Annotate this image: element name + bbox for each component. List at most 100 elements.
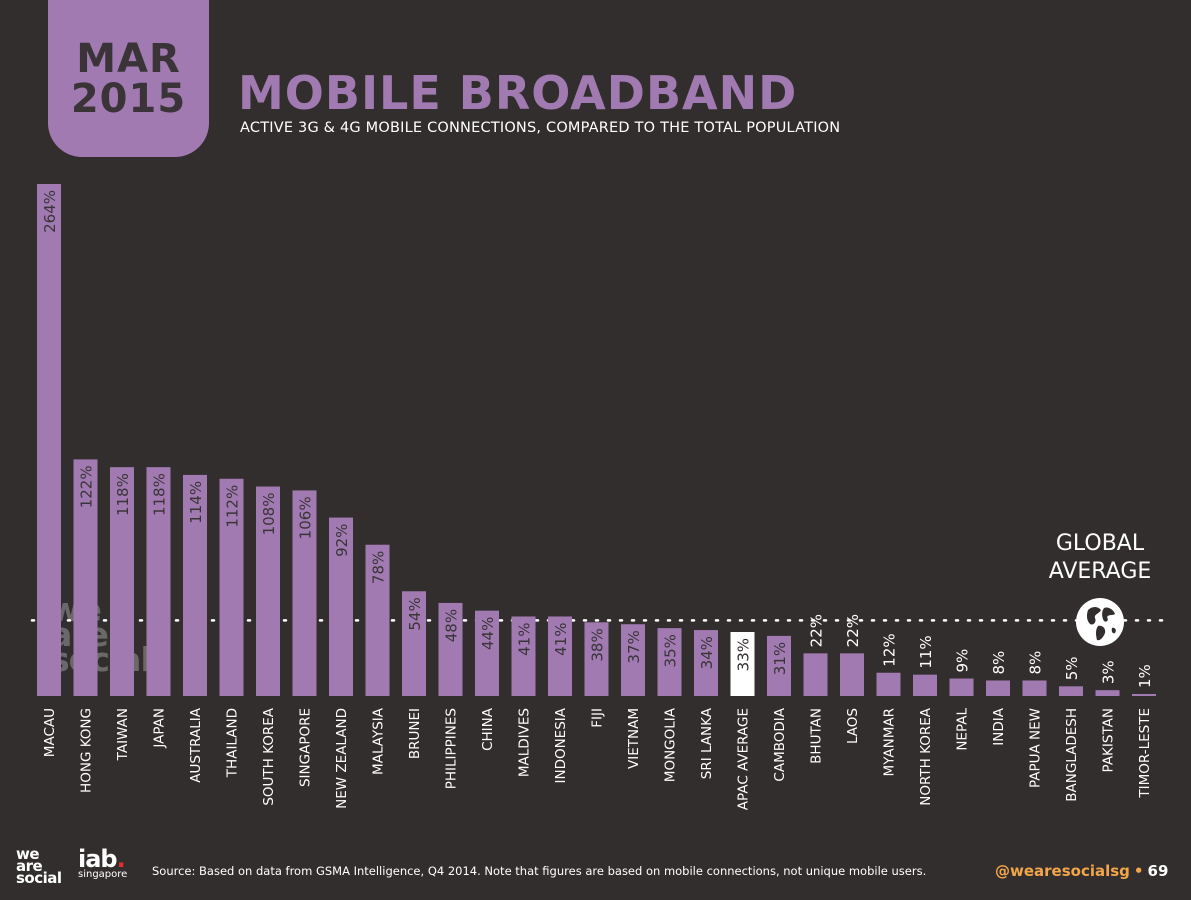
footer-handle: @wearesocialsg • 69 [995, 862, 1168, 880]
value-label: 41% [516, 622, 534, 655]
value-label: 44% [479, 617, 497, 650]
category-label: SRI LANKA [699, 707, 715, 779]
bar [256, 486, 280, 696]
separator: • [1133, 862, 1144, 880]
category-label: APAC AVERAGE [736, 708, 752, 810]
category-label: MALAYSIA [371, 707, 387, 775]
value-label: 118% [151, 473, 169, 516]
date-month: MAR [76, 35, 181, 82]
bar [183, 474, 207, 696]
value-label: 31% [771, 642, 789, 675]
category-label: SOUTH KOREA [261, 707, 277, 805]
value-label: 37% [625, 630, 643, 663]
value-label: 33% [735, 638, 753, 671]
bar [840, 653, 864, 696]
value-label: 5% [1063, 657, 1081, 681]
category-label: LAOS [845, 708, 861, 744]
value-label: 38% [589, 628, 607, 661]
source-note: Source: Based on data from GSMA Intellig… [152, 864, 927, 878]
bar [548, 616, 572, 696]
bar [438, 602, 463, 696]
bar [1022, 680, 1047, 696]
bar [803, 653, 828, 696]
value-label: 48% [443, 609, 461, 642]
bar [694, 630, 718, 696]
iab-singapore-logo: iab. singapore [78, 845, 127, 880]
category-label: MACAU [42, 708, 58, 757]
bar [219, 478, 244, 696]
category-label: VIETNAM [626, 708, 642, 769]
bar [475, 610, 499, 696]
value-label: 118% [114, 473, 132, 516]
category-label: MYANMAR [882, 708, 898, 776]
value-label: 114% [187, 481, 205, 524]
category-label: MONGOLIA [663, 707, 679, 782]
logo-line1: we [16, 845, 40, 863]
bar [402, 591, 426, 696]
category-label: BRUNEI [407, 708, 423, 759]
bar [365, 544, 390, 696]
page-number: 69 [1147, 862, 1169, 880]
value-label: 1% [1136, 664, 1154, 688]
category-label: BHUTAN [809, 708, 825, 764]
global-average-line1: GLOBAL [1055, 531, 1145, 556]
value-label: 112% [224, 485, 242, 528]
bar [1059, 686, 1083, 696]
iab-dot: . [116, 845, 126, 873]
value-label: 12% [881, 633, 899, 666]
value-label: 34% [698, 636, 716, 669]
value-label: 22% [808, 614, 826, 647]
value-label: 8% [1027, 651, 1045, 675]
logo-line2: are [16, 857, 43, 875]
bar [657, 628, 682, 696]
category-label: FIJI [590, 708, 606, 728]
bar [37, 184, 61, 696]
value-label: 264% [41, 190, 59, 233]
category-label: BANGLADESH [1064, 708, 1080, 802]
bar [110, 467, 134, 696]
globe-icon [1076, 598, 1124, 646]
value-label: 11% [917, 635, 935, 668]
category-label: PAPUA NEW [1028, 708, 1044, 788]
we-are-social-logo: we are social [16, 845, 62, 886]
category-label: SINGAPORE [298, 708, 314, 787]
bar [986, 680, 1010, 696]
category-label: CHINA [480, 707, 496, 751]
global-average-line2: AVERAGE [1048, 559, 1152, 584]
category-label: NEPAL [955, 708, 971, 751]
value-label: 35% [662, 634, 680, 667]
date-year: 2015 [70, 75, 187, 122]
social-handle[interactable]: @wearesocialsg [995, 862, 1130, 880]
category-label: TIMOR-LESTE [1137, 708, 1153, 799]
value-label: 54% [406, 597, 424, 630]
bar [584, 622, 609, 696]
value-label: 122% [78, 465, 96, 508]
bar [876, 672, 901, 696]
bar [73, 459, 98, 696]
bar [146, 467, 171, 696]
value-label: 8% [990, 651, 1008, 675]
category-label: PHILIPPINES [444, 708, 460, 789]
bar [621, 624, 645, 696]
category-label: INDIA [991, 707, 1007, 745]
value-label: 92% [333, 524, 351, 557]
bar [913, 674, 937, 696]
iab-text: iab [78, 845, 118, 873]
category-label: CAMBODIA [772, 707, 788, 781]
category-label: TAIWAN [115, 708, 131, 761]
category-label: MALDIVES [517, 708, 533, 777]
bar [511, 616, 536, 696]
watermark-line3: social [50, 640, 152, 679]
category-label: THAILAND [225, 708, 241, 778]
value-label: 22% [844, 614, 862, 647]
bar [1132, 694, 1156, 696]
global-average-label: GLOBAL AVERAGE [1040, 530, 1160, 586]
value-label: 78% [370, 551, 388, 584]
category-label: NEW ZEALAND [334, 708, 350, 809]
value-label: 41% [552, 622, 570, 655]
value-label: 106% [297, 496, 315, 539]
value-label: 9% [954, 649, 972, 673]
page-subtitle: ACTIVE 3G & 4G MOBILE CONNECTIONS, COMPA… [240, 120, 841, 136]
category-label: AUSTRALIA [188, 707, 204, 783]
bar [730, 632, 755, 696]
